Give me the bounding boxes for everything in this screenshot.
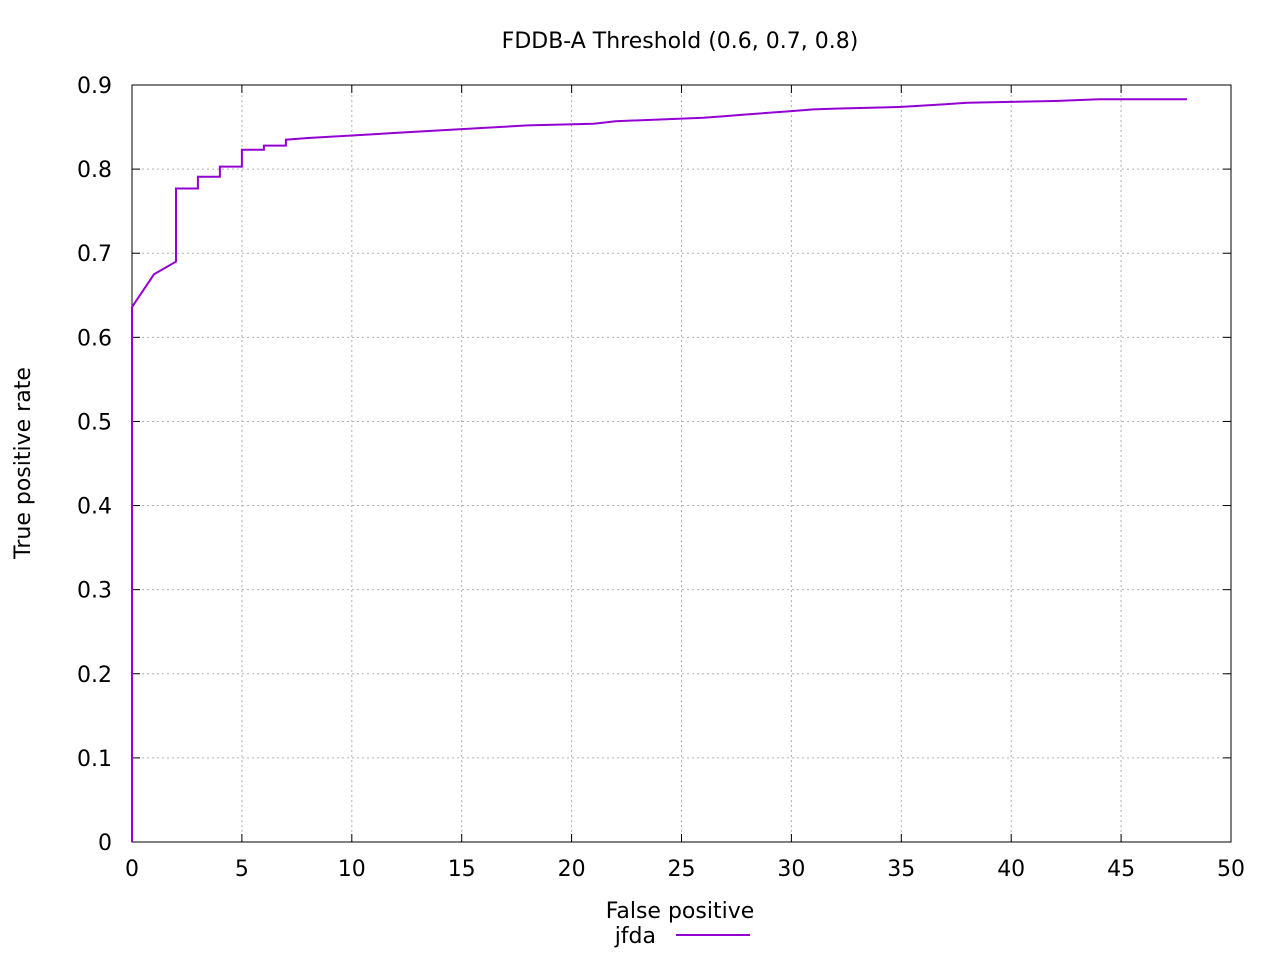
- legend-label-jfda: jfda: [614, 924, 656, 949]
- x-tick-label: 50: [1217, 857, 1245, 882]
- y-tick-label: 0: [98, 831, 112, 856]
- x-tick-label: 30: [777, 857, 805, 882]
- axis-ticks: 0 5 10 15 20 25 30 35 40 45 50 0 0.1 0.2 0.3 0.4 0.5 0.6 0…: [77, 74, 1245, 882]
- y-tick-label: 0.4: [77, 495, 112, 520]
- x-axis-label: False positive: [606, 899, 755, 924]
- y-tick-label: 0.3: [77, 579, 112, 604]
- y-tick-label: 0.2: [77, 663, 112, 688]
- x-tick-label: 20: [558, 857, 586, 882]
- series-layer: [131, 98, 1187, 842]
- chart-title: FDDB-A Threshold (0.6, 0.7, 0.8): [502, 29, 859, 54]
- y-tick-label: 0.5: [77, 410, 112, 435]
- x-tick-label: 15: [448, 857, 476, 882]
- series-line-jfda: [131, 98, 1187, 842]
- y-tick-label: 0.7: [77, 242, 112, 267]
- x-tick-label: 10: [338, 857, 366, 882]
- grid-lines: [132, 85, 1231, 842]
- x-tick-label: 40: [997, 857, 1025, 882]
- x-tick-label: 0: [125, 857, 139, 882]
- x-tick-label: 5: [235, 857, 249, 882]
- y-tick-label: 0.6: [77, 326, 112, 351]
- plot-area-border: [131, 84, 1232, 843]
- y-tick-label: 0.1: [77, 747, 112, 772]
- y-axis-label: True positive rate: [11, 367, 36, 560]
- y-tick-label: 0.8: [77, 158, 112, 183]
- x-tick-label: 35: [887, 857, 915, 882]
- x-tick-label: 25: [668, 857, 696, 882]
- y-tick-label: 0.9: [77, 74, 112, 99]
- legend: jfda: [614, 924, 750, 949]
- x-tick-label: 45: [1107, 857, 1135, 882]
